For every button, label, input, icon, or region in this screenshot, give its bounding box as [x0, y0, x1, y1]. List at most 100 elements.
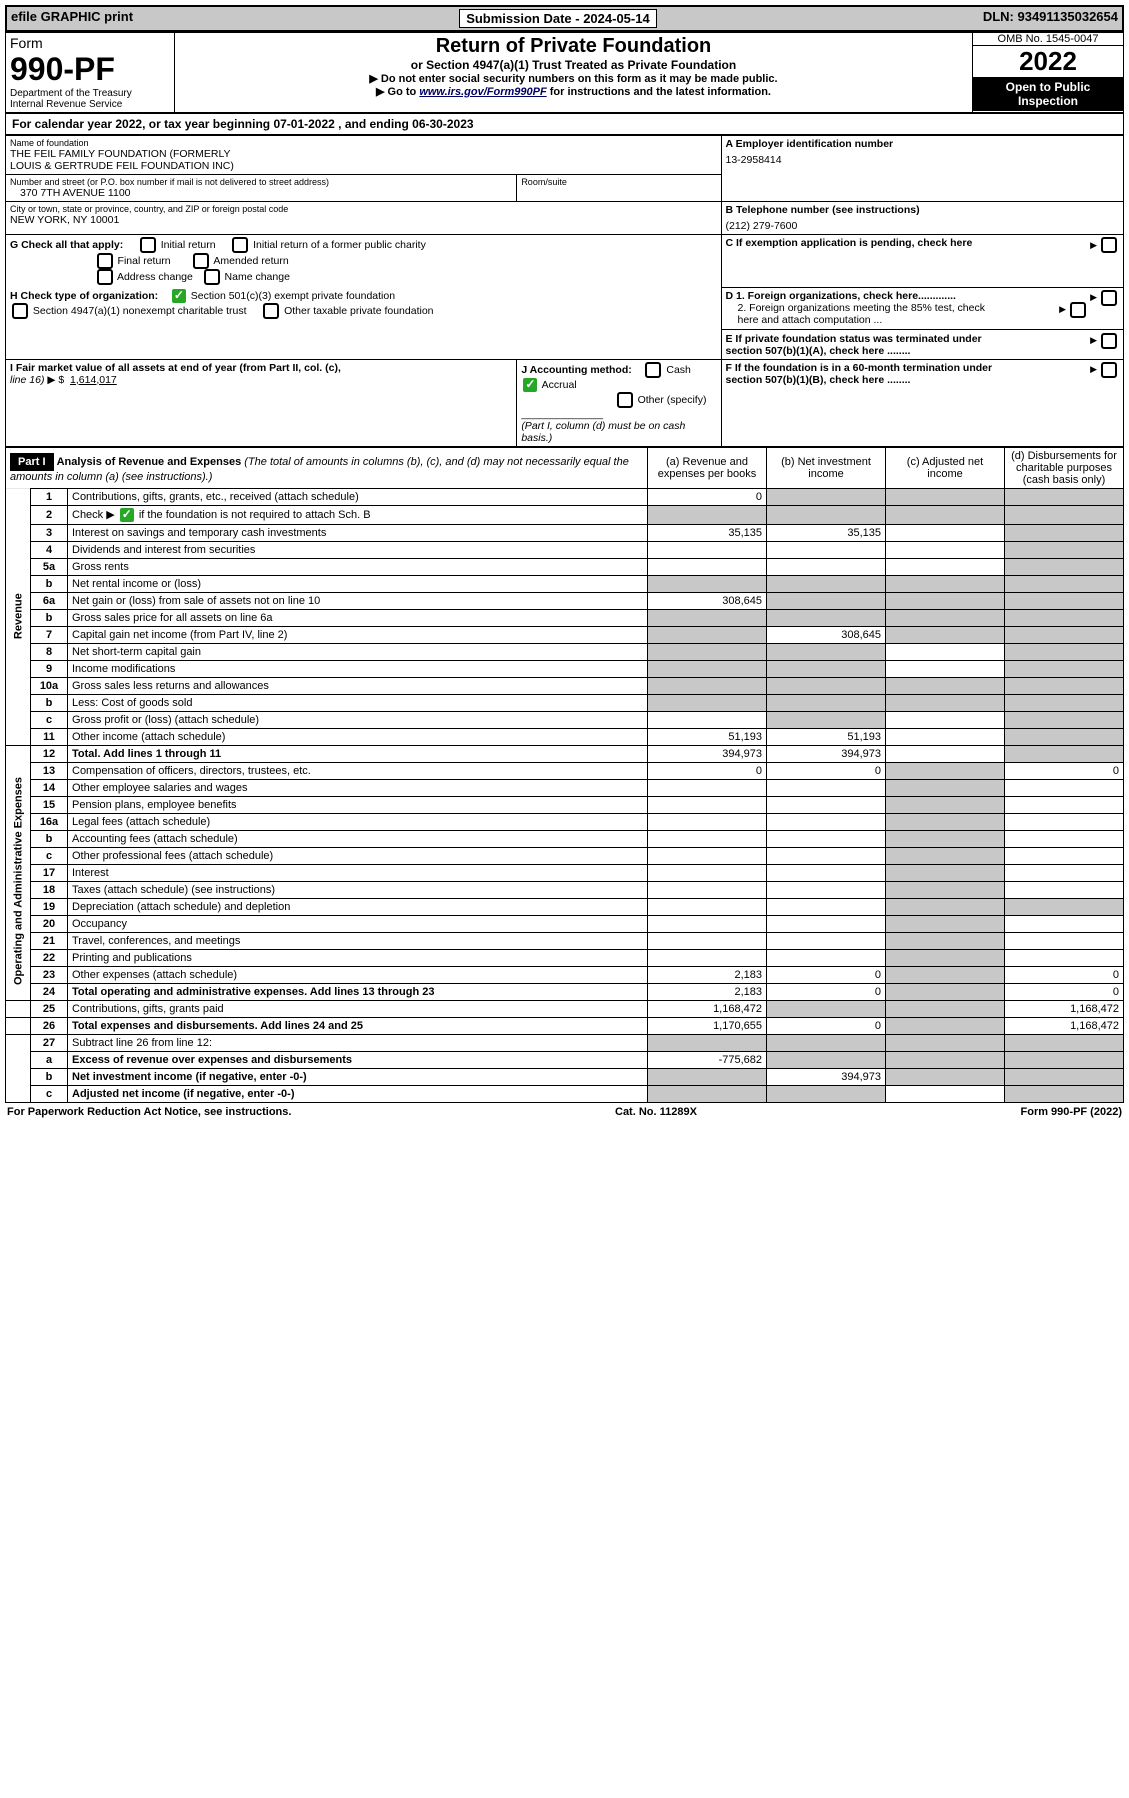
line-d-shaded	[1005, 1051, 1124, 1068]
e-label: E If private foundation status was termi…	[726, 333, 1006, 357]
line-desc: Compensation of officers, directors, tru…	[68, 762, 648, 779]
line-num: 26	[31, 1017, 68, 1034]
line-c-shaded	[886, 932, 1005, 949]
line-c-shaded	[886, 1051, 1005, 1068]
checkbox-name-change[interactable]	[204, 269, 220, 285]
line-b	[767, 881, 886, 898]
col-b-header: (b) Net investment income	[767, 447, 886, 488]
line-num: b	[31, 694, 68, 711]
efile-label[interactable]: efile GRAPHIC print	[11, 9, 133, 28]
line-desc: Total operating and administrative expen…	[68, 983, 648, 1000]
line-desc: Total. Add lines 1 through 11	[68, 745, 648, 762]
checkbox-initial[interactable]	[140, 237, 156, 253]
j-label: J Accounting method:	[521, 363, 631, 375]
line-b	[767, 779, 886, 796]
part1-title: Analysis of Revenue and Expenses	[57, 456, 242, 468]
entity-info: Name of foundation THE FEIL FAMILY FOUND…	[5, 135, 1124, 447]
line-num: 18	[31, 881, 68, 898]
line-c-shaded	[886, 966, 1005, 983]
line-c-shaded	[886, 694, 1005, 711]
h-opt3: Other taxable private foundation	[284, 305, 433, 317]
form-footer: Form 990-PF (2022)	[1021, 1106, 1122, 1118]
line-a: 1,168,472	[648, 1000, 767, 1017]
line-a-shaded	[648, 609, 767, 626]
checkbox-cash[interactable]	[645, 362, 661, 378]
line-b	[767, 915, 886, 932]
line-a: 2,183	[648, 966, 767, 983]
line-c-shaded	[886, 1034, 1005, 1051]
line-c-shaded	[886, 609, 1005, 626]
form-number: 990-PF	[10, 51, 170, 88]
checkbox-501c3[interactable]	[172, 289, 186, 303]
line-b-shaded	[767, 575, 886, 592]
checkbox-other-method[interactable]	[617, 392, 633, 408]
line-a	[648, 779, 767, 796]
line-d	[1005, 881, 1124, 898]
line-desc: Net rental income or (loss)	[68, 575, 648, 592]
line-1-a: 0	[648, 488, 767, 505]
paperwork-notice: For Paperwork Reduction Act Notice, see …	[7, 1106, 291, 1118]
f-label: F If the foundation is in a 60-month ter…	[726, 362, 1006, 386]
line-d-shaded	[1005, 524, 1124, 541]
g-name-change: Name change	[225, 271, 290, 283]
line-c-shaded	[886, 881, 1005, 898]
line-num: 16a	[31, 813, 68, 830]
checkbox-initial-former[interactable]	[232, 237, 248, 253]
part1-label: Part I	[10, 453, 54, 471]
checkbox-4947[interactable]	[12, 303, 28, 319]
checkbox-final[interactable]	[97, 253, 113, 269]
line-desc: Accounting fees (attach schedule)	[68, 830, 648, 847]
line-c-shaded	[886, 779, 1005, 796]
d2-label: 2. Foreign organizations meeting the 85%…	[738, 302, 1008, 326]
ein-value: 13-2958414	[726, 154, 1120, 166]
line-2-d-shaded	[1005, 505, 1124, 524]
checkbox-e[interactable]	[1101, 333, 1117, 349]
line-b: 35,135	[767, 524, 886, 541]
line-d-shaded	[1005, 1068, 1124, 1085]
checkbox-sch-b[interactable]	[120, 508, 134, 522]
checkbox-f[interactable]	[1101, 362, 1117, 378]
line-desc: Net investment income (if negative, ente…	[68, 1068, 648, 1085]
checkbox-accrual[interactable]	[523, 378, 537, 392]
line-b	[767, 864, 886, 881]
checkbox-d2[interactable]	[1070, 302, 1086, 318]
line-d-shaded	[1005, 677, 1124, 694]
checkbox-c[interactable]	[1101, 237, 1117, 253]
instr-post: for instructions and the latest informat…	[547, 86, 771, 98]
line-a	[648, 711, 767, 728]
line-b-shaded	[767, 1034, 886, 1051]
line-desc: Taxes (attach schedule) (see instruction…	[68, 881, 648, 898]
h-opt2: Section 4947(a)(1) nonexempt charitable …	[33, 305, 247, 317]
line-a: 1,170,655	[648, 1017, 767, 1034]
line-c-shaded	[886, 864, 1005, 881]
line-a	[648, 898, 767, 915]
line-num: 27	[31, 1034, 68, 1051]
irs-link[interactable]: www.irs.gov/Form990PF	[419, 86, 546, 98]
line-c-shaded	[886, 915, 1005, 932]
line-desc: Excess of revenue over expenses and disb…	[68, 1051, 648, 1068]
line-a: -775,682	[648, 1051, 767, 1068]
line-b	[767, 949, 886, 966]
line-a: 2,183	[648, 983, 767, 1000]
line-1-num: 1	[31, 488, 68, 505]
checkbox-amended[interactable]	[193, 253, 209, 269]
line-desc: Net gain or (loss) from sale of assets n…	[68, 592, 648, 609]
line-desc: Interest on savings and temporary cash i…	[68, 524, 648, 541]
line-b: 394,973	[767, 745, 886, 762]
line-num: b	[31, 830, 68, 847]
line-d-shaded	[1005, 592, 1124, 609]
line-desc: Other professional fees (attach schedule…	[68, 847, 648, 864]
line-d-shaded	[1005, 745, 1124, 762]
checkbox-other-taxable[interactable]	[263, 303, 279, 319]
line-a-shaded	[648, 1034, 767, 1051]
line-num: c	[31, 711, 68, 728]
line-a	[648, 932, 767, 949]
line-d-shaded	[1005, 575, 1124, 592]
line-desc: Subtract line 26 from line 12:	[68, 1034, 648, 1051]
checkbox-d1[interactable]	[1101, 290, 1117, 306]
g-label: G Check all that apply:	[10, 239, 123, 251]
line-2-a-shaded	[648, 505, 767, 524]
line-num: 11	[31, 728, 68, 745]
line-b: 0	[767, 762, 886, 779]
checkbox-address-change[interactable]	[97, 269, 113, 285]
